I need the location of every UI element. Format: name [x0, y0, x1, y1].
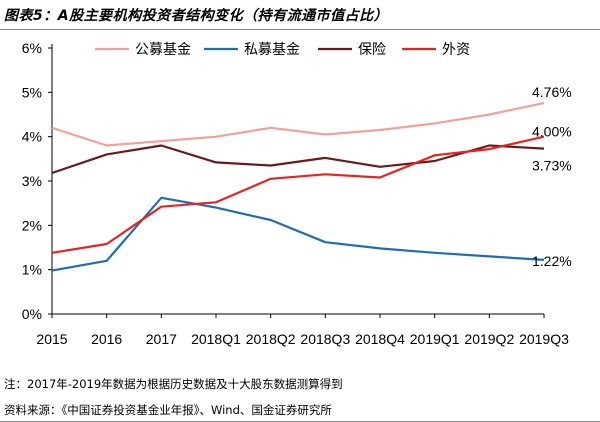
chart-source: 资料来源：《中国证券投资基金业年报》、Wind、国金证券研究所	[4, 403, 332, 417]
x-tick-label: 2019Q3	[519, 331, 569, 347]
line-chart: 0%1%2%3%4%5%6%2015 2016 2017 2018Q1 2018Q2 20…	[22, 40, 572, 347]
x-tick-label: 2018Q1	[191, 331, 241, 347]
chart-note: 注：2017年-2019年数据为根据历史数据及十大股东数据测算得到	[4, 377, 343, 391]
y-tick-label: 1%	[22, 262, 42, 278]
x-tick-label: 2018Q3	[300, 331, 350, 347]
legend-label: 外资	[442, 42, 470, 58]
x-tick-label: 2019Q1	[410, 331, 460, 347]
legend-label: 私募基金	[244, 41, 300, 58]
end-value-label: 4.76%	[532, 84, 572, 100]
x-tick-label: 2019Q2	[464, 331, 514, 347]
end-value-label: 3.73%	[532, 158, 572, 174]
y-tick-label: 2%	[22, 217, 42, 233]
x-tick-label: 2018Q2	[246, 331, 296, 347]
x-tick-label: 2015	[36, 331, 67, 347]
x-tick-label: 2017	[146, 331, 177, 347]
figure-title: 图表5：A股主要机构投资者结构变化（持有流通市值占比）	[4, 8, 389, 24]
y-tick-label: 4%	[22, 129, 42, 145]
figure-title-bar: 图表5：A股主要机构投资者结构变化（持有流通市值占比）	[0, 0, 600, 30]
y-tick-label: 0%	[22, 306, 42, 322]
legend-label: 公募基金	[135, 41, 191, 58]
x-tick-label: 2018Q4	[355, 331, 405, 347]
y-tick-label: 5%	[22, 84, 42, 100]
series-line-3	[51, 144, 545, 175]
series-line-1	[51, 101, 545, 147]
y-tick-label: 3%	[22, 173, 42, 189]
y-tick-label: 6%	[22, 40, 42, 56]
x-tick-label: 2016	[91, 331, 122, 347]
legend-label: 保险	[358, 42, 386, 58]
series-line-2	[51, 196, 545, 272]
end-value-label: 1.22%	[532, 253, 572, 269]
end-value-label: 4.00%	[532, 124, 572, 140]
series-line-4	[51, 135, 545, 254]
